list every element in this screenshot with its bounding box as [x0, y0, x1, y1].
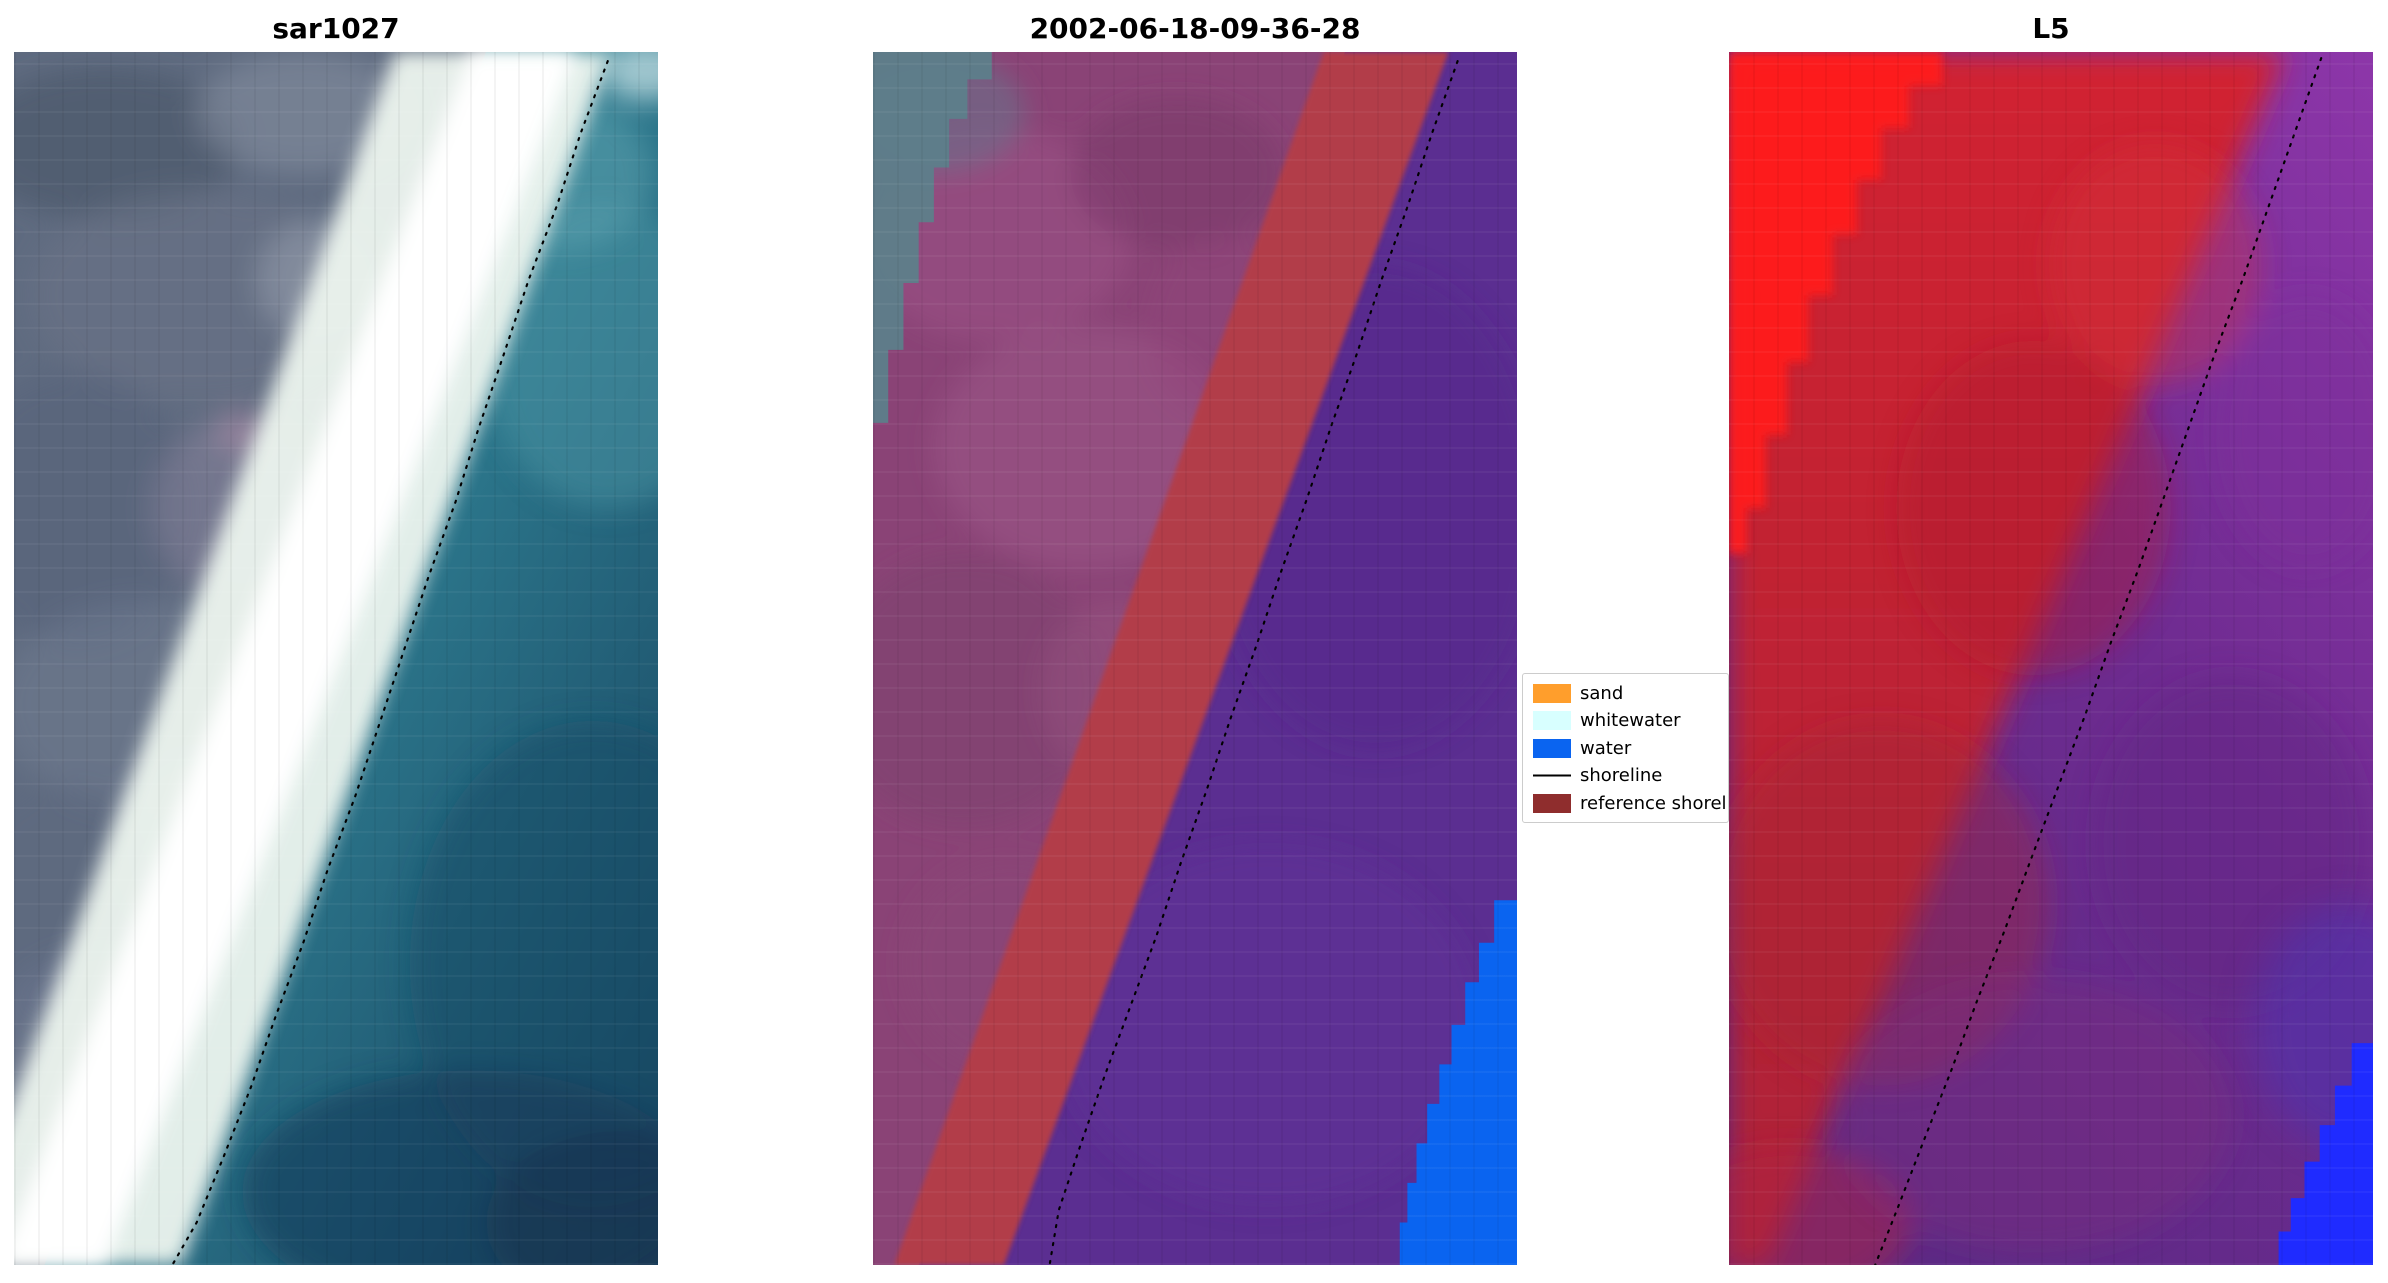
corner-patch-region — [873, 52, 992, 423]
l5-image — [1729, 52, 2373, 1265]
legend-label-reference-shoreline: reference shoreline — [1580, 792, 1728, 814]
beach-band-core — [14, 52, 578, 1265]
legend-item-shoreline: shoreline — [1533, 763, 1728, 789]
l5-texture — [1729, 143, 2373, 1265]
reference-shoreline-band — [894, 52, 1449, 1265]
shoreline-dotted-line — [1874, 57, 2323, 1265]
water-class-patch — [2278, 1043, 2373, 1265]
panel-sar1027 — [14, 52, 658, 1265]
blue-halo — [2254, 903, 2373, 1147]
whitewater-swatch — [1533, 711, 1571, 730]
panel-title-l5: L5 — [2032, 12, 2070, 45]
shoreline-dotted-line — [171, 60, 609, 1265]
legend-label-shoreline: shoreline — [1580, 765, 1663, 786]
sand-swatch — [1533, 683, 1571, 703]
legend-label-water: water — [1580, 737, 1632, 759]
legend-item-reference-shoreline: reference shoreline — [1533, 790, 1728, 816]
sar-image — [14, 52, 658, 1265]
legend-item-water: water — [1533, 735, 1728, 761]
panel-title-sar1027: sar1027 — [272, 12, 400, 45]
hot-red-corner-region — [1729, 52, 1943, 554]
classified-image — [873, 52, 1517, 1265]
water-class-patch — [1399, 900, 1517, 1265]
panel-classified — [873, 52, 1517, 1265]
legend-item-sand: sand — [1533, 680, 1728, 706]
legend-item-whitewater: whitewater — [1533, 708, 1728, 734]
legend-label-sand: sand — [1580, 682, 1624, 704]
legend-label-whitewater: whitewater — [1580, 710, 1681, 731]
water-swatch — [1533, 738, 1571, 758]
panel-l5 — [1729, 52, 2373, 1265]
panel-title-date: 2002-06-18-09-36-28 — [1029, 12, 1361, 45]
legend: sand whitewater water shoreline referenc… — [1522, 673, 1729, 823]
shoreline-line-swatch — [1533, 774, 1571, 777]
reference-shoreline-swatch — [1533, 793, 1571, 813]
shoreline-dotted-line — [1048, 60, 1459, 1265]
